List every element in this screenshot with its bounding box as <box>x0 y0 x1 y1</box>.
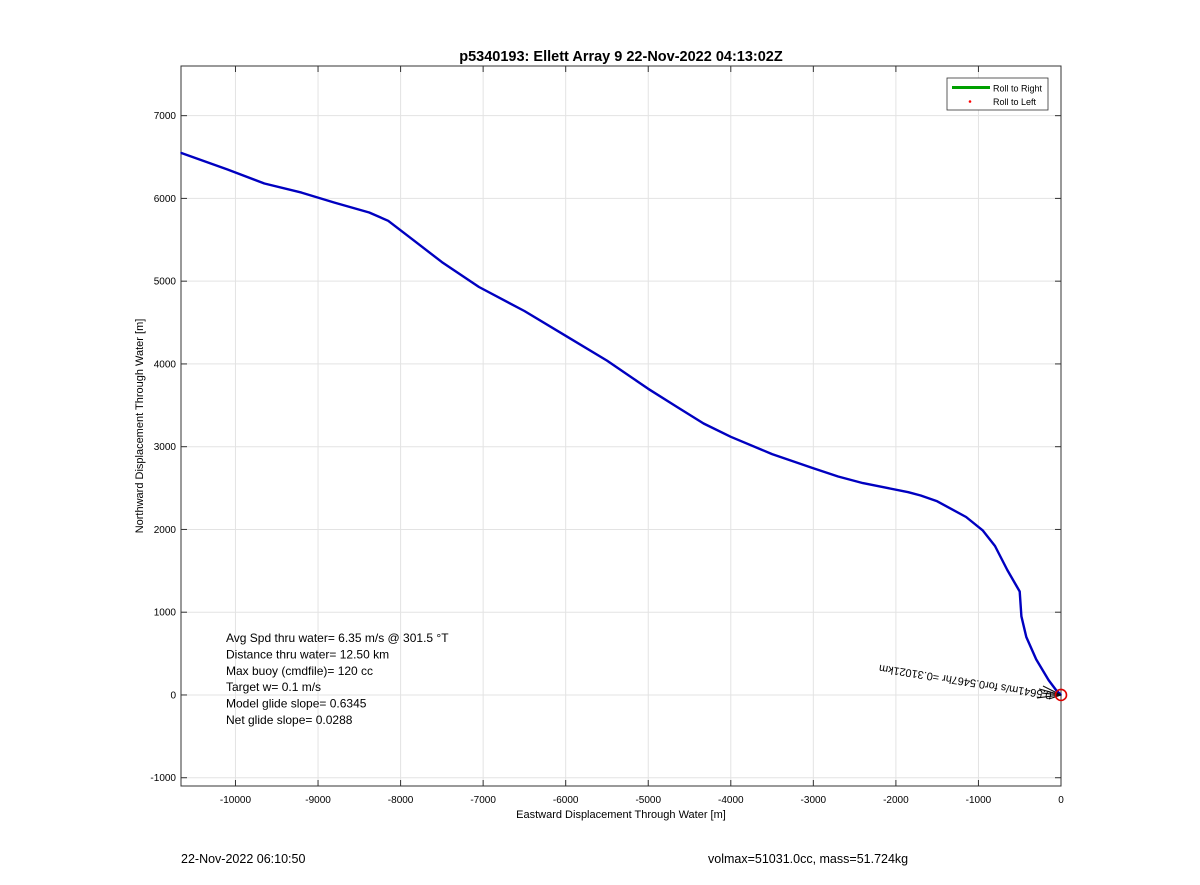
current-arrow <box>1036 694 1062 699</box>
track-point <box>919 494 922 497</box>
y-tick-label: -1000 <box>150 773 176 784</box>
track-point <box>263 182 266 185</box>
track-point <box>368 211 371 214</box>
track-point <box>564 335 567 337</box>
track-point <box>412 239 414 241</box>
track-point <box>226 168 228 171</box>
current-arrow <box>1042 685 1062 696</box>
track-point <box>676 406 678 408</box>
track-point <box>1047 679 1050 681</box>
chart-title: p5340193: Ellett Array 9 22-Nov-2022 04:… <box>459 49 783 65</box>
y-axis-label: Northward Displacement Through Water [m] <box>134 319 146 534</box>
footer-vol-mass: volmax=51031.0cc, mass=51.724kg <box>708 852 909 866</box>
series-layer: 0.5641m/s for0.5467hr =0.31021km <box>180 151 1068 702</box>
annotation-text: Avg Spd thru water= 6.35 m/s @ 301.5 °T <box>226 631 449 645</box>
x-tick-label: -8000 <box>388 795 414 806</box>
track-point <box>882 486 885 489</box>
track-point <box>965 516 967 518</box>
legend-label-roll-left: Roll to Left <box>993 97 1037 107</box>
track-point <box>702 422 705 425</box>
annotation-text: Net glide slope= 0.0288 <box>226 713 353 727</box>
legend-box <box>946 77 1049 111</box>
x-tick-label: -5000 <box>635 795 661 806</box>
track-point <box>907 491 910 494</box>
footer-timestamp: 22-Nov-2022 06:10:50 <box>181 852 306 866</box>
x-axis-label: Eastward Displacement Through Water [m] <box>516 809 726 821</box>
x-tick-label: 0 <box>1058 795 1064 806</box>
track-point <box>1018 590 1021 593</box>
track-point <box>994 545 996 547</box>
x-tick-label: -10000 <box>220 795 252 806</box>
y-tick-label: 5000 <box>154 277 177 288</box>
y-tick-label: 7000 <box>154 111 177 122</box>
x-tick-label: -6000 <box>553 795 579 806</box>
current-arrow <box>1048 694 1062 700</box>
track-point <box>478 286 480 288</box>
x-tick-label: -7000 <box>470 795 496 806</box>
track-point <box>606 359 608 362</box>
track-point <box>812 467 815 470</box>
end-position-marker <box>1054 688 1068 702</box>
x-tick-label: -1000 <box>966 795 992 806</box>
track-point <box>1006 569 1009 571</box>
track-point <box>180 152 182 154</box>
track-point <box>441 261 443 263</box>
x-tick-label: -2000 <box>883 795 909 806</box>
annotation-text: Distance thru water= 12.50 km <box>226 647 389 661</box>
y-tick-label: 6000 <box>154 194 177 205</box>
series-line-track <box>180 151 1062 696</box>
track-point <box>837 475 839 478</box>
x-tick-label: -4000 <box>718 795 744 806</box>
y-tick-label: 3000 <box>154 442 177 453</box>
y-tick-label: 4000 <box>154 359 177 370</box>
track-point <box>981 529 984 532</box>
annotation-text: Model glide slope= 0.6345 <box>226 697 367 711</box>
track-point <box>387 220 390 222</box>
track-point <box>523 310 526 312</box>
y-tick-label: 1000 <box>154 608 177 619</box>
track-point <box>1025 636 1028 638</box>
track-point <box>647 388 649 390</box>
track-point <box>936 500 938 503</box>
y-tick-label: 0 <box>170 690 176 701</box>
current-arrow <box>1038 688 1062 696</box>
track-point <box>300 191 303 194</box>
plot-area <box>180 65 1062 787</box>
track-point <box>1035 658 1037 661</box>
track-point <box>1055 689 1057 691</box>
track-point <box>1020 615 1023 618</box>
track-point <box>771 453 773 455</box>
track-point <box>730 436 732 438</box>
ticks: -10000 -9000 -8000 -7000 -6000 -5000 -4000 -300… <box>150 66 1064 806</box>
legend-label-roll-right: Roll to Right <box>993 84 1043 94</box>
current-arrow <box>1040 692 1062 696</box>
annotations: Avg Spd thru water= 6.35 m/s @ 301.5 °T D… <box>226 631 449 727</box>
track-point <box>862 482 864 484</box>
legend[interactable]: Roll to Right Roll to Left <box>946 77 1049 111</box>
track-point <box>333 201 336 204</box>
annotation-text: Max buoy (cmdfile)= 120 cc <box>226 664 373 678</box>
x-tick-label: -9000 <box>305 795 331 806</box>
y-tick-label: 2000 <box>154 525 177 536</box>
legend-dot-roll-left <box>968 100 972 103</box>
x-tick-label: -3000 <box>801 795 827 806</box>
annotation-text: Target w= 0.1 m/s <box>226 680 321 694</box>
